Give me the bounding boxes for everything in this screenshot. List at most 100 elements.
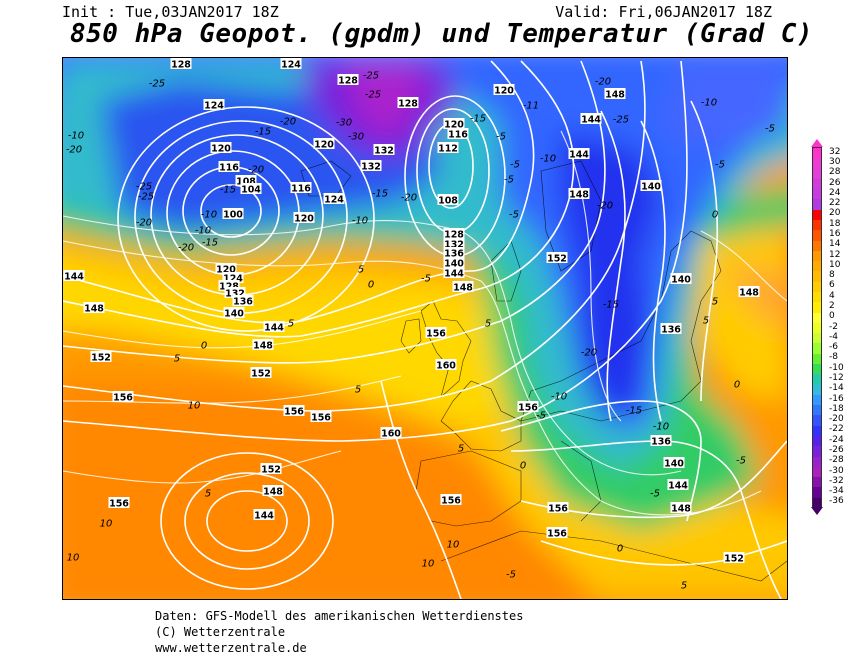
geopotential-label: 160: [436, 361, 456, 372]
geopotential-label: 144: [254, 511, 274, 522]
temperature-label: 5: [358, 265, 364, 276]
geopotential-label: 156: [547, 529, 567, 540]
geopotential-label: 156: [109, 499, 129, 510]
temperature-label: -20: [66, 145, 82, 156]
geopotential-label-bg: [232, 295, 254, 306]
geopotential-label-bg: [640, 180, 662, 191]
page-title: 850 hPa Geopot. (gpdm) und Temperatur (G…: [70, 19, 814, 49]
geopotential-label-bg: [435, 359, 457, 370]
geopotential-label: 124: [223, 274, 243, 285]
geopotential-label-bg: [568, 148, 590, 159]
temperature-label: 0: [520, 461, 526, 472]
geopotential-label: 152: [91, 353, 111, 364]
geopotential-label-bg: [437, 142, 459, 153]
geopotential-label: 156: [441, 496, 461, 507]
geopotential-label-bg: [252, 339, 274, 350]
colorbar-tick-label: 20: [829, 208, 841, 219]
geopotential-label-bg: [397, 97, 419, 108]
colorbar-tick-label: 16: [829, 228, 841, 239]
colorbar-segment: [813, 477, 821, 488]
geopotential-label-bg: [723, 552, 745, 563]
geopotential-label: 132: [444, 240, 464, 251]
colorbar-tick-label: -26: [829, 444, 844, 455]
temperature-label: -10: [352, 216, 368, 227]
geopotential-label: 152: [261, 465, 281, 476]
temperature-label: 10: [447, 540, 460, 551]
colorbar-segment: [813, 302, 821, 314]
temperature-label: 0: [617, 544, 623, 555]
geopotential-label-bg: [452, 281, 474, 292]
geopotential-label: 140: [224, 309, 244, 320]
geopotential-label: 140: [671, 275, 691, 286]
temperature-label: -25: [136, 182, 152, 193]
temperature-label: -25: [149, 79, 165, 90]
colorbar-segment: [813, 425, 821, 437]
geopotential-label: 140: [444, 259, 464, 270]
geopotential-label-bg: [313, 138, 335, 149]
temperature-label: -5: [715, 160, 725, 171]
colorbar-segment: [813, 240, 821, 252]
temperature-label: -10: [540, 154, 556, 165]
colorbar-segment: [813, 353, 821, 365]
geopotential-label: 144: [581, 115, 601, 126]
geopotential-label: 136: [444, 249, 464, 260]
geopotential-label: 144: [444, 269, 464, 280]
footer-website[interactable]: www.wetterzentrale.de: [155, 641, 307, 655]
temperature-label: -5: [504, 175, 514, 186]
temperature-label: -25: [613, 115, 629, 126]
temperature-label: -15: [255, 127, 271, 138]
geopotential-label: 136: [233, 297, 253, 308]
geopotential-label-bg: [493, 84, 515, 95]
temperature-label: -15: [626, 406, 642, 417]
geopotential-label-bg: [443, 228, 465, 239]
geopotential-label-bg: [670, 502, 692, 513]
geopotential-label-bg: [547, 502, 569, 513]
temperature-label: -20: [178, 243, 194, 254]
temperature-label: -20: [401, 193, 417, 204]
geopotential-label-bg: [425, 327, 447, 338]
temperature-label: -25: [138, 192, 154, 203]
temperature-label: 5: [703, 316, 709, 327]
geopotential-label: 144: [64, 272, 84, 283]
colorbar-segment: [813, 168, 821, 180]
colorbar-up-arrow: [811, 139, 823, 147]
temperature-label: -10: [68, 131, 84, 142]
temperature-label: 0: [368, 280, 374, 291]
temperature-label: 5: [355, 385, 361, 396]
geopotential-label-bg: [260, 463, 282, 474]
geopotential-label: 104: [241, 185, 261, 196]
geopotential-label-bg: [224, 287, 246, 298]
colorbar-tick-label: -12: [829, 372, 844, 383]
valid-time: Valid: Fri,06JAN2017 18Z: [555, 3, 772, 21]
geopotential-label-bg: [218, 161, 240, 172]
colorbar-tick-label: -20: [829, 414, 844, 425]
colorbar-segment: [813, 261, 821, 272]
colorbar-segment: [813, 230, 821, 242]
colorbar-segment: [813, 364, 821, 375]
temperature-label: -20: [595, 77, 611, 88]
colorbar-tick-label: 0: [829, 311, 835, 322]
colorbar-segment: [813, 405, 821, 416]
geopotential-label: 148: [605, 90, 625, 101]
geopotential-label-bg: [443, 247, 465, 258]
colorbar-tick-label: 6: [829, 280, 835, 291]
colorbar-tick-label: 22: [829, 198, 841, 209]
temperature-label: -20: [280, 117, 296, 128]
geopotential-label-bg: [253, 509, 275, 520]
geopotential-label-bg: [263, 321, 285, 332]
geopotential-label-bg: [650, 435, 672, 446]
temperature-label: -25: [363, 71, 379, 82]
geopotential-label-bg: [546, 252, 568, 263]
weather-map[interactable]: 128 124 128 124 120 116 108 104 100 120 116 120 124 1…: [62, 57, 788, 600]
geopotential-label: 124: [204, 101, 224, 112]
colorbar-segment: [813, 466, 821, 478]
geopotential-label: 116: [291, 184, 311, 195]
geopotential-label: 108: [438, 196, 458, 207]
colorbar-segment: [813, 384, 821, 396]
temperature-label: -5: [736, 456, 746, 467]
geopotential-label-bg: [580, 113, 602, 124]
colorbar-segment: [813, 158, 821, 170]
geopotential-label: 156: [548, 504, 568, 515]
colorbar-segment: [813, 497, 821, 509]
geopotential-label: 144: [569, 150, 589, 161]
